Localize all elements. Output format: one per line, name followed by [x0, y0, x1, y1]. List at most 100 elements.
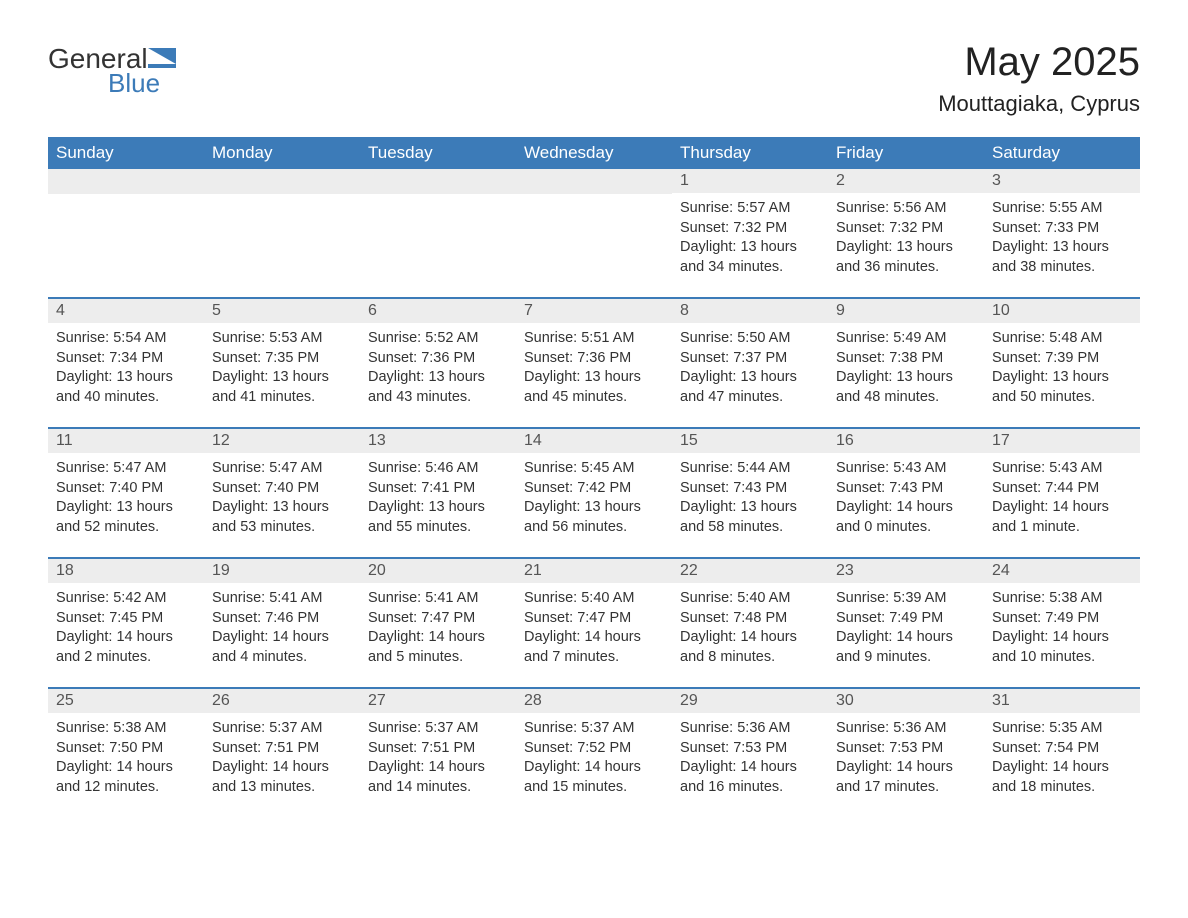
- day-dl1: Daylight: 13 hours: [992, 238, 1132, 258]
- day-dl2: and 55 minutes.: [368, 518, 508, 538]
- day-number: 3: [984, 169, 1140, 193]
- day-details: Sunrise: 5:48 AMSunset: 7:39 PMDaylight:…: [984, 323, 1140, 417]
- day-sunset: Sunset: 7:36 PM: [524, 349, 664, 369]
- day-number: 25: [48, 689, 204, 713]
- day-sunset: Sunset: 7:40 PM: [212, 479, 352, 499]
- calendar-cell: 10Sunrise: 5:48 AMSunset: 7:39 PMDayligh…: [984, 299, 1140, 427]
- day-dl1: Daylight: 13 hours: [836, 368, 976, 388]
- day-dl2: and 43 minutes.: [368, 388, 508, 408]
- day-details: Sunrise: 5:39 AMSunset: 7:49 PMDaylight:…: [828, 583, 984, 677]
- day-sunset: Sunset: 7:52 PM: [524, 739, 664, 759]
- day-number: [48, 169, 204, 194]
- day-dl1: Daylight: 14 hours: [524, 628, 664, 648]
- calendar-cell: 7Sunrise: 5:51 AMSunset: 7:36 PMDaylight…: [516, 299, 672, 427]
- day-number: 30: [828, 689, 984, 713]
- day-details: Sunrise: 5:55 AMSunset: 7:33 PMDaylight:…: [984, 193, 1140, 287]
- dayheader-tue: Tuesday: [360, 137, 516, 169]
- day-sunrise: Sunrise: 5:45 AM: [524, 459, 664, 479]
- day-number: 5: [204, 299, 360, 323]
- day-dl2: and 9 minutes.: [836, 648, 976, 668]
- day-dl1: Daylight: 14 hours: [992, 758, 1132, 778]
- day-sunrise: Sunrise: 5:40 AM: [680, 589, 820, 609]
- day-sunset: Sunset: 7:43 PM: [836, 479, 976, 499]
- calendar-cell: 16Sunrise: 5:43 AMSunset: 7:43 PMDayligh…: [828, 429, 984, 557]
- day-sunrise: Sunrise: 5:42 AM: [56, 589, 196, 609]
- calendar-cell: [204, 169, 360, 297]
- day-number: 22: [672, 559, 828, 583]
- day-dl1: Daylight: 13 hours: [56, 368, 196, 388]
- day-dl2: and 15 minutes.: [524, 778, 664, 798]
- day-dl1: Daylight: 13 hours: [368, 368, 508, 388]
- calendar: Sunday Monday Tuesday Wednesday Thursday…: [48, 137, 1140, 817]
- calendar-week: 18Sunrise: 5:42 AMSunset: 7:45 PMDayligh…: [48, 557, 1140, 687]
- dayheader-sun: Sunday: [48, 137, 204, 169]
- day-dl1: Daylight: 13 hours: [680, 368, 820, 388]
- calendar-cell: 6Sunrise: 5:52 AMSunset: 7:36 PMDaylight…: [360, 299, 516, 427]
- day-sunrise: Sunrise: 5:36 AM: [836, 719, 976, 739]
- day-details: Sunrise: 5:43 AMSunset: 7:43 PMDaylight:…: [828, 453, 984, 547]
- day-details: Sunrise: 5:42 AMSunset: 7:45 PMDaylight:…: [48, 583, 204, 677]
- day-sunset: Sunset: 7:49 PM: [836, 609, 976, 629]
- day-number: 18: [48, 559, 204, 583]
- day-details: Sunrise: 5:47 AMSunset: 7:40 PMDaylight:…: [204, 453, 360, 547]
- day-number: 8: [672, 299, 828, 323]
- day-dl1: Daylight: 14 hours: [56, 628, 196, 648]
- calendar-cell: 27Sunrise: 5:37 AMSunset: 7:51 PMDayligh…: [360, 689, 516, 817]
- day-dl1: Daylight: 13 hours: [524, 368, 664, 388]
- day-details: Sunrise: 5:54 AMSunset: 7:34 PMDaylight:…: [48, 323, 204, 417]
- day-dl2: and 41 minutes.: [212, 388, 352, 408]
- calendar-cell: 15Sunrise: 5:44 AMSunset: 7:43 PMDayligh…: [672, 429, 828, 557]
- day-sunset: Sunset: 7:35 PM: [212, 349, 352, 369]
- day-dl2: and 5 minutes.: [368, 648, 508, 668]
- weeks-container: 1Sunrise: 5:57 AMSunset: 7:32 PMDaylight…: [48, 169, 1140, 817]
- generalblue-logo-icon: General Blue: [48, 40, 208, 104]
- day-number: [204, 169, 360, 194]
- day-number: 24: [984, 559, 1140, 583]
- day-number: 6: [360, 299, 516, 323]
- day-details: Sunrise: 5:56 AMSunset: 7:32 PMDaylight:…: [828, 193, 984, 287]
- day-sunrise: Sunrise: 5:47 AM: [212, 459, 352, 479]
- day-dl2: and 17 minutes.: [836, 778, 976, 798]
- day-sunset: Sunset: 7:41 PM: [368, 479, 508, 499]
- day-sunset: Sunset: 7:36 PM: [368, 349, 508, 369]
- calendar-cell: 17Sunrise: 5:43 AMSunset: 7:44 PMDayligh…: [984, 429, 1140, 557]
- day-dl2: and 16 minutes.: [680, 778, 820, 798]
- day-number: 2: [828, 169, 984, 193]
- calendar-cell: 1Sunrise: 5:57 AMSunset: 7:32 PMDaylight…: [672, 169, 828, 297]
- day-number: 12: [204, 429, 360, 453]
- month-year: May 2025: [938, 40, 1140, 85]
- day-dl2: and 38 minutes.: [992, 258, 1132, 278]
- day-details: Sunrise: 5:35 AMSunset: 7:54 PMDaylight:…: [984, 713, 1140, 807]
- calendar-cell: 3Sunrise: 5:55 AMSunset: 7:33 PMDaylight…: [984, 169, 1140, 297]
- calendar-cell: 13Sunrise: 5:46 AMSunset: 7:41 PMDayligh…: [360, 429, 516, 557]
- dayheader-thu: Thursday: [672, 137, 828, 169]
- day-header-row: Sunday Monday Tuesday Wednesday Thursday…: [48, 137, 1140, 169]
- day-dl2: and 45 minutes.: [524, 388, 664, 408]
- day-sunrise: Sunrise: 5:48 AM: [992, 329, 1132, 349]
- calendar-cell: 20Sunrise: 5:41 AMSunset: 7:47 PMDayligh…: [360, 559, 516, 687]
- day-sunset: Sunset: 7:44 PM: [992, 479, 1132, 499]
- day-dl2: and 18 minutes.: [992, 778, 1132, 798]
- day-sunrise: Sunrise: 5:37 AM: [368, 719, 508, 739]
- day-details: Sunrise: 5:43 AMSunset: 7:44 PMDaylight:…: [984, 453, 1140, 547]
- day-sunrise: Sunrise: 5:36 AM: [680, 719, 820, 739]
- calendar-cell: 11Sunrise: 5:47 AMSunset: 7:40 PMDayligh…: [48, 429, 204, 557]
- day-dl1: Daylight: 13 hours: [524, 498, 664, 518]
- day-dl2: and 50 minutes.: [992, 388, 1132, 408]
- calendar-cell: 23Sunrise: 5:39 AMSunset: 7:49 PMDayligh…: [828, 559, 984, 687]
- dayheader-mon: Monday: [204, 137, 360, 169]
- day-dl2: and 12 minutes.: [56, 778, 196, 798]
- day-number: 20: [360, 559, 516, 583]
- day-number: 1: [672, 169, 828, 193]
- day-details: Sunrise: 5:49 AMSunset: 7:38 PMDaylight:…: [828, 323, 984, 417]
- day-dl1: Daylight: 14 hours: [836, 628, 976, 648]
- day-dl1: Daylight: 13 hours: [836, 238, 976, 258]
- day-details: Sunrise: 5:40 AMSunset: 7:47 PMDaylight:…: [516, 583, 672, 677]
- day-dl1: Daylight: 14 hours: [212, 758, 352, 778]
- day-sunset: Sunset: 7:53 PM: [680, 739, 820, 759]
- day-sunset: Sunset: 7:33 PM: [992, 219, 1132, 239]
- day-number: 23: [828, 559, 984, 583]
- day-details: Sunrise: 5:40 AMSunset: 7:48 PMDaylight:…: [672, 583, 828, 677]
- day-dl2: and 1 minute.: [992, 518, 1132, 538]
- calendar-cell: 9Sunrise: 5:49 AMSunset: 7:38 PMDaylight…: [828, 299, 984, 427]
